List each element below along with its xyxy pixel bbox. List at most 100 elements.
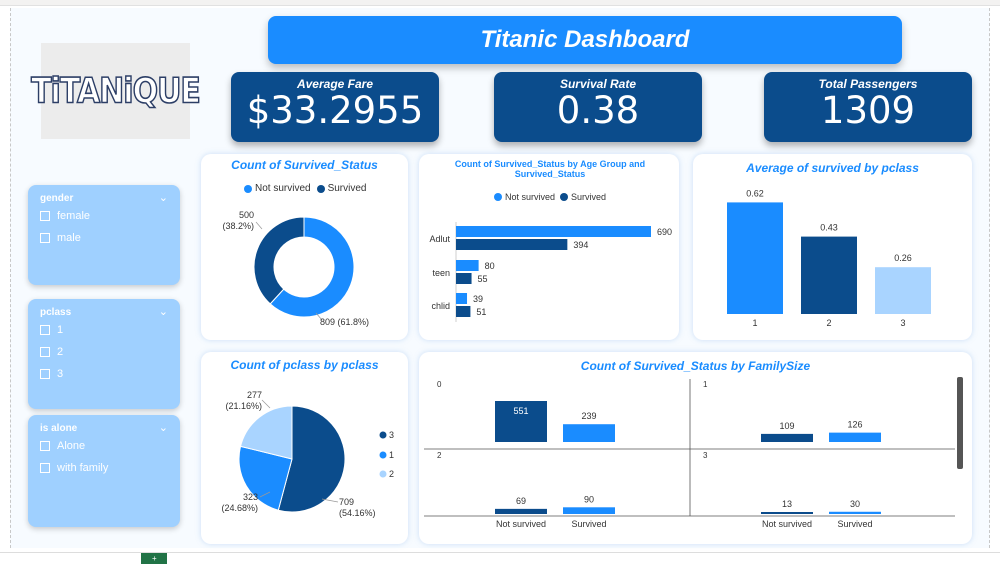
option-label: 3 <box>57 368 64 380</box>
bar <box>563 424 615 442</box>
kpi-average-fare[interactable]: Average Fare $33.2955 <box>231 72 439 142</box>
slicer-title: is alone <box>40 423 78 434</box>
leader-line <box>259 491 271 498</box>
chevron-down-icon[interactable]: ⌄ <box>158 306 168 318</box>
slicer-gender[interactable]: gender ⌄ female male <box>28 185 180 285</box>
tick-label: Not survived <box>762 519 812 529</box>
data-label: 277 (21.16%) <box>225 390 262 411</box>
data-label: 500 (38.2%) <box>222 210 254 231</box>
bar <box>495 508 547 514</box>
kpi-total-passengers[interactable]: Total Passengers 1309 <box>764 72 972 142</box>
page-title: Titanic Dashboard <box>480 26 690 53</box>
checkbox[interactable] <box>40 441 50 451</box>
data-label: 239 <box>581 411 596 421</box>
tick-label: Survived <box>571 519 606 529</box>
checkbox[interactable] <box>40 347 50 357</box>
checkbox[interactable] <box>40 369 50 379</box>
plus-icon: + <box>152 554 157 563</box>
legend-label: Not survived <box>505 192 556 202</box>
data-label: 30 <box>850 499 860 509</box>
category-label: teen <box>432 268 450 278</box>
bar <box>456 306 471 317</box>
slicer-option-alone[interactable]: Alone <box>40 440 85 452</box>
option-label: male <box>57 232 81 244</box>
kpi-value: $33.2955 <box>246 89 424 132</box>
data-label: 0.43 <box>820 223 838 233</box>
slicer-option-with-family[interactable]: with family <box>40 462 108 474</box>
panel-label: 0 <box>437 380 442 389</box>
category-label: Adlut <box>429 234 450 244</box>
data-label: 709 (54.16%) <box>339 497 376 518</box>
slicer-option-1[interactable]: 1 <box>40 324 63 336</box>
legend-label: Survived <box>327 183 367 194</box>
bar <box>456 293 468 304</box>
panel-label: 2 <box>437 451 442 460</box>
title-banner: Titanic Dashboard <box>268 16 902 64</box>
slicer-pclass[interactable]: pclass ⌄ 1 2 3 <box>28 299 180 409</box>
data-label: 394 <box>573 240 588 250</box>
data-label: 90 <box>584 494 594 504</box>
data-label: 809 (61.8%) <box>320 317 369 327</box>
sheet-tabs-bar <box>0 552 1000 564</box>
bar <box>563 507 615 514</box>
legend-swatch <box>560 193 569 201</box>
chevron-down-icon[interactable]: ⌄ <box>158 422 168 434</box>
chevron-down-icon[interactable]: ⌄ <box>158 192 168 204</box>
leader-line <box>255 221 263 230</box>
checkbox[interactable] <box>40 325 50 335</box>
logo-wordmark: TiTANiQUE <box>30 70 201 112</box>
bar <box>829 432 881 442</box>
sheet-tab-add[interactable]: + <box>141 553 167 564</box>
bar <box>727 202 783 314</box>
tick-label: Not survived <box>496 519 546 529</box>
kpi-survival-rate[interactable]: Survival Rate 0.38 <box>494 72 702 142</box>
bar <box>829 511 881 514</box>
option-label: 2 <box>57 346 64 358</box>
chart-title: Count of Survived_Status <box>231 158 378 172</box>
data-label: 109 <box>779 421 794 431</box>
chart-title: Average of survived by pclass <box>746 161 919 175</box>
checkbox[interactable] <box>40 211 50 221</box>
bar <box>495 401 547 442</box>
slicer-option-female[interactable]: female <box>40 210 90 222</box>
tick-label: 3 <box>900 318 905 328</box>
kpi-label: Total Passengers <box>818 77 918 91</box>
slicer-is-alone[interactable]: is alone ⌄ Alone with family <box>28 415 180 527</box>
slicer-option-2[interactable]: 2 <box>40 346 63 358</box>
legend-swatch <box>379 470 387 478</box>
donut-slice <box>269 216 355 318</box>
kpi-label: Average Fare <box>296 77 374 91</box>
data-label: 80 <box>485 261 495 271</box>
data-label: 323 (24.68%) <box>221 492 258 513</box>
bar <box>761 433 813 442</box>
legend-label: 1 <box>389 450 394 460</box>
legend-swatch <box>379 451 387 459</box>
pie-slice <box>239 405 293 460</box>
bar <box>801 236 857 314</box>
legend-label: Not survived <box>255 183 311 194</box>
kpi-value: 1309 <box>820 89 916 132</box>
slicer-option-3[interactable]: 3 <box>40 368 63 380</box>
checkbox[interactable] <box>40 463 50 473</box>
leader-line <box>315 312 323 321</box>
data-label: 55 <box>478 274 488 284</box>
chart-title: Count of Survived_Status by Age Group an… <box>454 159 646 179</box>
panel-label: 3 <box>703 451 708 460</box>
legend-swatch <box>494 193 502 201</box>
data-label: 51 <box>476 307 486 317</box>
kpi-value: 0.38 <box>556 89 640 132</box>
tick-label: 2 <box>826 318 831 328</box>
bar <box>456 260 479 271</box>
bar <box>456 239 568 250</box>
legend-swatch <box>316 184 325 193</box>
chart-legend: Not survived Survived <box>244 183 366 194</box>
chart-title: Count of Survived_Status by FamilySize <box>580 359 811 373</box>
leader-line <box>321 498 339 503</box>
tick-label: 1 <box>752 318 757 328</box>
checkbox[interactable] <box>40 233 50 243</box>
data-label: 69 <box>516 496 526 506</box>
slicer-option-male[interactable]: male <box>40 232 81 244</box>
kpi-label: Survival Rate <box>559 77 637 91</box>
